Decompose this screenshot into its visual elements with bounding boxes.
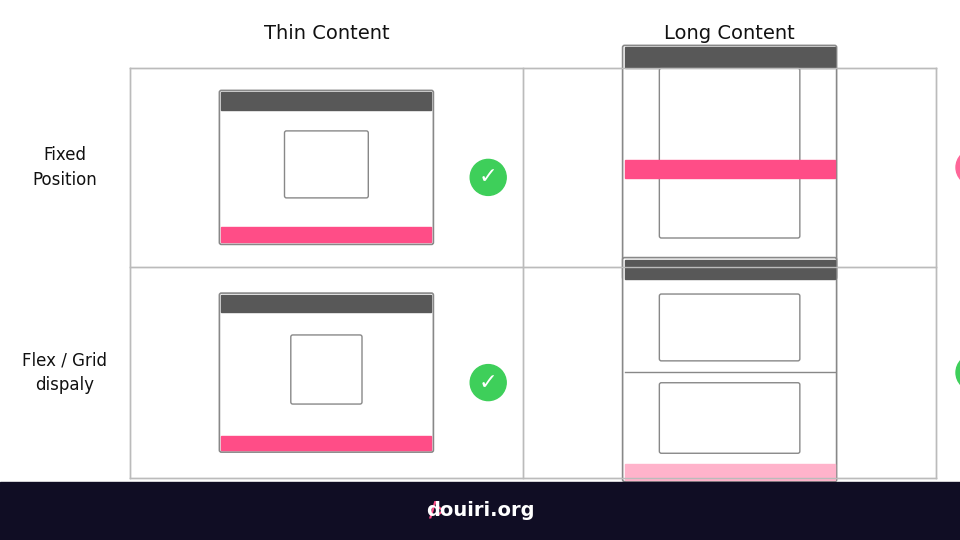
Bar bbox=[222, 227, 431, 242]
Text: Flex / Grid
dispaly: Flex / Grid dispaly bbox=[22, 351, 108, 394]
Bar bbox=[625, 260, 834, 279]
Bar bbox=[625, 48, 834, 68]
Bar bbox=[222, 436, 431, 450]
FancyBboxPatch shape bbox=[660, 294, 800, 361]
FancyBboxPatch shape bbox=[291, 335, 362, 404]
Bar bbox=[0, 482, 960, 540]
Circle shape bbox=[470, 159, 506, 195]
FancyBboxPatch shape bbox=[220, 293, 433, 452]
FancyBboxPatch shape bbox=[623, 258, 836, 482]
FancyBboxPatch shape bbox=[220, 90, 433, 245]
Bar bbox=[625, 160, 834, 179]
Text: ✓: ✓ bbox=[479, 167, 497, 187]
Text: ✓: ✓ bbox=[479, 373, 497, 393]
Bar bbox=[222, 295, 431, 312]
FancyBboxPatch shape bbox=[623, 45, 836, 279]
FancyBboxPatch shape bbox=[660, 383, 800, 453]
Text: douiri.org: douiri.org bbox=[425, 502, 535, 521]
Text: Fixed
Position: Fixed Position bbox=[33, 146, 97, 189]
Bar bbox=[625, 464, 834, 480]
Bar bbox=[222, 92, 431, 110]
Text: /›: /› bbox=[429, 501, 444, 521]
Text: Thin Content: Thin Content bbox=[264, 24, 389, 43]
FancyBboxPatch shape bbox=[284, 131, 369, 198]
Circle shape bbox=[470, 364, 506, 401]
Circle shape bbox=[956, 150, 960, 185]
Circle shape bbox=[956, 355, 960, 390]
FancyBboxPatch shape bbox=[660, 69, 800, 238]
Text: Long Content: Long Content bbox=[664, 24, 795, 43]
